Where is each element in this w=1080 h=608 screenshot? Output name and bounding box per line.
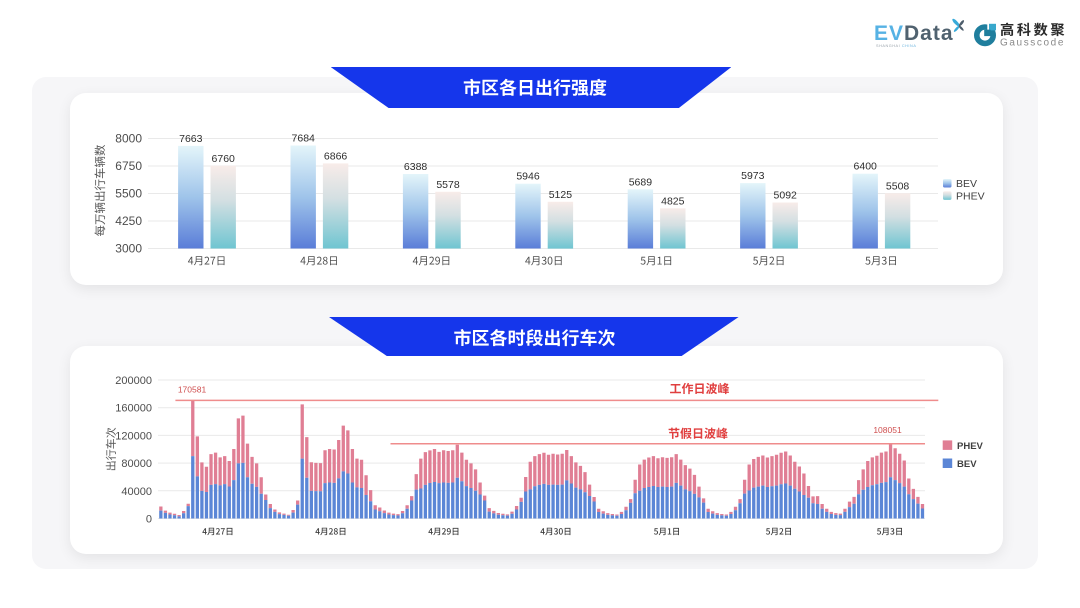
svg-text:5578: 5578 [436,179,460,191]
svg-text:200000: 200000 [115,375,152,387]
svg-text:6750: 6750 [115,159,142,173]
svg-text:160000: 160000 [115,403,152,415]
svg-text:5125: 5125 [549,189,573,201]
svg-text:4825: 4825 [661,195,685,207]
svg-text:6388: 6388 [404,161,428,173]
svg-text:0: 0 [146,514,152,526]
svg-text:3000: 3000 [115,242,142,256]
svg-text:Gausscode: Gausscode [1000,38,1065,49]
svg-text:5689: 5689 [629,176,653,188]
svg-text:PHEV: PHEV [956,190,985,202]
svg-text:EVData: EVData [874,22,954,45]
svg-text:120000: 120000 [115,430,152,442]
svg-text:108051: 108051 [873,425,902,435]
svg-text:8000: 8000 [115,132,142,146]
svg-text:SHANGHAI CHINA: SHANGHAI CHINA [876,44,916,48]
svg-text:BEV: BEV [957,459,977,470]
svg-text:5946: 5946 [516,171,540,183]
svg-text:PHEV: PHEV [957,441,984,452]
svg-text:6400: 6400 [854,161,878,173]
svg-text:5973: 5973 [741,170,765,182]
svg-text:5500: 5500 [115,187,142,201]
svg-text:170581: 170581 [178,385,207,395]
svg-text:6760: 6760 [212,153,236,165]
svg-text:40000: 40000 [121,486,152,498]
svg-text:BEV: BEV [956,178,977,190]
svg-text:80000: 80000 [121,458,152,470]
svg-text:5092: 5092 [774,190,798,202]
svg-text:4250: 4250 [115,214,142,228]
svg-text:7684: 7684 [292,133,316,145]
svg-text:6866: 6866 [324,150,348,162]
svg-text:5508: 5508 [886,180,910,192]
svg-text:7663: 7663 [179,133,203,145]
